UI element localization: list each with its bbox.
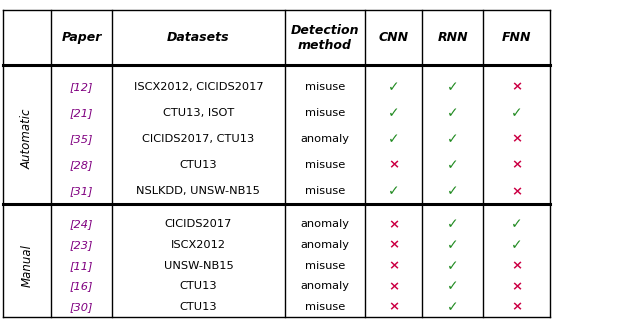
Text: misuse: misuse — [305, 186, 345, 196]
Text: [11]: [11] — [70, 261, 93, 271]
Text: ISCX2012, CICIDS2017: ISCX2012, CICIDS2017 — [134, 82, 263, 92]
Text: [23]: [23] — [70, 240, 93, 250]
Text: ✓: ✓ — [388, 80, 399, 94]
Text: ×: × — [388, 239, 399, 251]
Text: misuse: misuse — [305, 108, 345, 118]
Text: [21]: [21] — [70, 108, 93, 118]
Text: anomaly: anomaly — [300, 240, 349, 250]
Text: ISCX2012: ISCX2012 — [171, 240, 226, 250]
Text: [31]: [31] — [70, 186, 93, 196]
Text: NSLKDD, UNSW-NB15: NSLKDD, UNSW-NB15 — [136, 186, 260, 196]
Text: ✓: ✓ — [447, 80, 459, 94]
Text: Detection
method: Detection method — [291, 24, 359, 52]
Text: ×: × — [388, 159, 399, 172]
Text: ×: × — [511, 132, 522, 146]
Text: [16]: [16] — [70, 281, 93, 291]
Text: ✓: ✓ — [447, 300, 459, 314]
Text: ✓: ✓ — [388, 132, 399, 146]
Text: [12]: [12] — [70, 82, 93, 92]
Text: ×: × — [511, 280, 522, 293]
Text: CICIDS2017: CICIDS2017 — [164, 219, 232, 230]
Text: Datasets: Datasets — [167, 31, 230, 44]
Text: Automatic: Automatic — [20, 109, 34, 169]
Text: ×: × — [388, 259, 399, 272]
Text: CTU13: CTU13 — [180, 281, 217, 291]
Text: ×: × — [511, 185, 522, 198]
Text: ×: × — [388, 218, 399, 231]
Text: misuse: misuse — [305, 302, 345, 312]
Text: anomaly: anomaly — [300, 219, 349, 230]
Text: UNSW-NB15: UNSW-NB15 — [164, 261, 233, 271]
Text: ×: × — [388, 280, 399, 293]
Text: ✓: ✓ — [447, 259, 459, 273]
Text: ✓: ✓ — [447, 217, 459, 232]
Text: ✓: ✓ — [447, 158, 459, 172]
Text: ✓: ✓ — [511, 106, 523, 120]
Text: CTU13, ISOT: CTU13, ISOT — [163, 108, 234, 118]
Text: ×: × — [511, 159, 522, 172]
Text: Manual: Manual — [20, 244, 34, 287]
Text: FNN: FNN — [502, 31, 532, 44]
Text: ×: × — [511, 259, 522, 272]
Text: CTU13: CTU13 — [180, 302, 217, 312]
Text: Paper: Paper — [61, 31, 102, 44]
Text: misuse: misuse — [305, 160, 345, 170]
Text: ×: × — [388, 301, 399, 313]
Text: RNN: RNN — [438, 31, 468, 44]
Text: anomaly: anomaly — [300, 134, 349, 144]
Text: ✓: ✓ — [447, 184, 459, 198]
Text: [35]: [35] — [70, 134, 93, 144]
Text: ×: × — [511, 301, 522, 313]
Text: ✓: ✓ — [511, 238, 523, 252]
Text: ✓: ✓ — [447, 106, 459, 120]
Text: [28]: [28] — [70, 160, 93, 170]
Text: anomaly: anomaly — [300, 281, 349, 291]
Text: ✓: ✓ — [388, 106, 399, 120]
Text: ✓: ✓ — [447, 132, 459, 146]
Text: misuse: misuse — [305, 82, 345, 92]
Text: ✓: ✓ — [511, 217, 523, 232]
Text: [24]: [24] — [70, 219, 93, 230]
Text: CTU13: CTU13 — [180, 160, 217, 170]
Text: [30]: [30] — [70, 302, 93, 312]
Text: misuse: misuse — [305, 261, 345, 271]
Text: ✓: ✓ — [388, 184, 399, 198]
Text: ×: × — [511, 80, 522, 93]
Text: CNN: CNN — [378, 31, 409, 44]
Text: ✓: ✓ — [447, 279, 459, 293]
Text: ✓: ✓ — [447, 238, 459, 252]
Text: CICIDS2017, CTU13: CICIDS2017, CTU13 — [142, 134, 255, 144]
